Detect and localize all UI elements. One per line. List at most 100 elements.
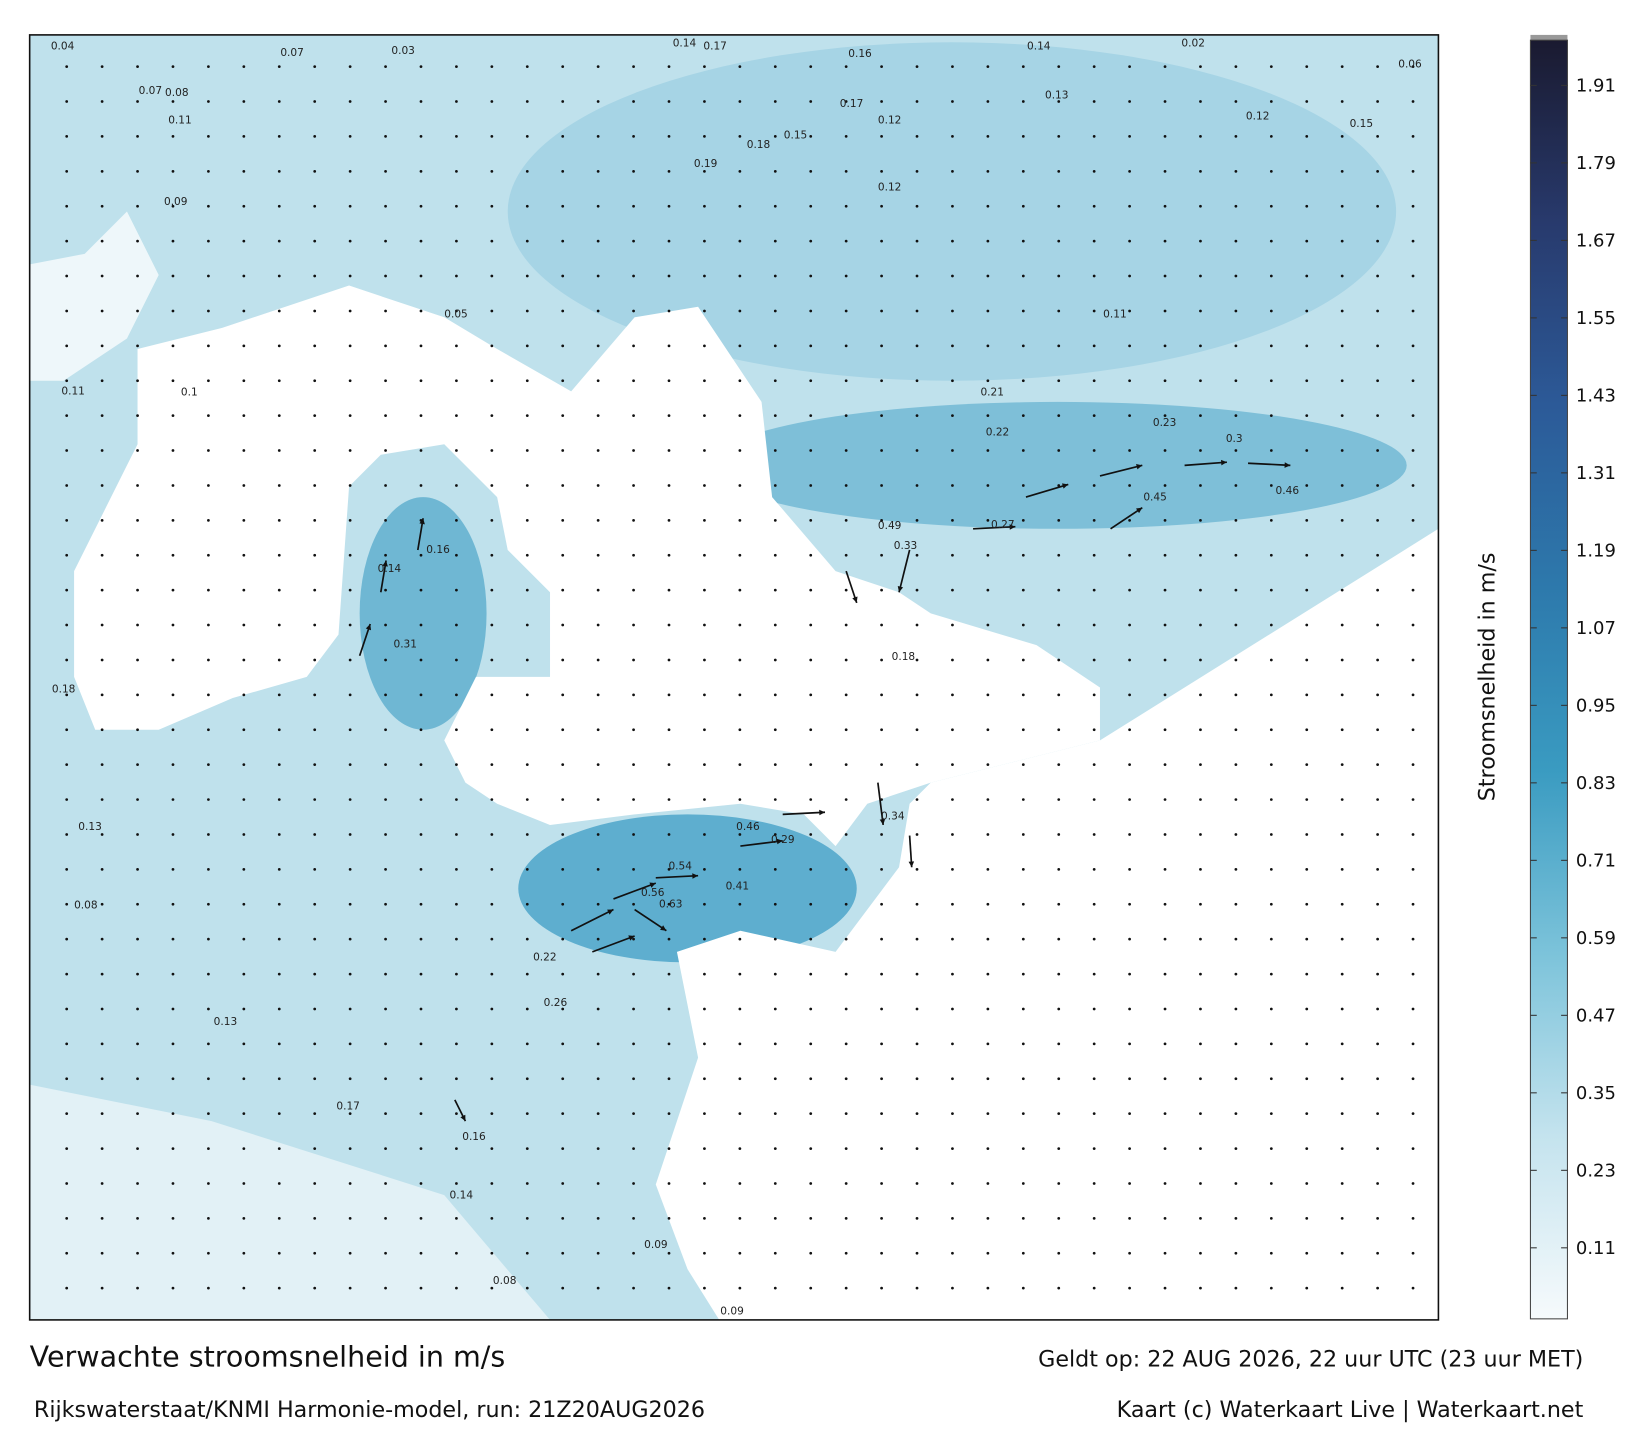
current-value: 0.16: [426, 544, 450, 556]
grid-dot: [667, 658, 671, 662]
grid-dot: [171, 1217, 175, 1220]
grid-dot: [667, 100, 671, 103]
grid-dot: [915, 763, 919, 767]
grid-dot: [1305, 1007, 1309, 1011]
grid-dot: [313, 1077, 317, 1081]
grid-dot: [1411, 1077, 1415, 1081]
grid-dot: [632, 518, 635, 522]
grid-dot: [596, 100, 600, 103]
grid-dot: [561, 518, 565, 522]
grid-dot: [1092, 169, 1096, 173]
grid-dot: [277, 553, 281, 557]
current-value: 0.46: [736, 821, 760, 833]
grid-dot: [1092, 239, 1096, 243]
grid-dot: [242, 100, 246, 103]
grid-dot: [880, 553, 883, 557]
grid-dot: [951, 1182, 954, 1185]
grid-dot: [207, 728, 210, 732]
grid-dot: [1092, 135, 1096, 138]
grid-dot: [809, 135, 813, 138]
grid-dot: [1021, 484, 1025, 487]
grid-dot: [1340, 518, 1344, 522]
grid-dot: [1305, 379, 1309, 383]
grid-dot: [1163, 1147, 1167, 1150]
current-value: 0.31: [393, 638, 417, 650]
current-value: 0.13: [78, 821, 102, 833]
grid-dot: [100, 763, 104, 767]
grid-dot: [100, 1217, 104, 1220]
grid-dot: [348, 414, 352, 418]
grid-dot: [1057, 1007, 1061, 1011]
current-value: 0.23: [1153, 417, 1177, 429]
grid-dot: [384, 414, 387, 418]
grid-dot: [136, 1077, 139, 1081]
grid-dot: [809, 1077, 813, 1081]
grid-dot: [844, 972, 848, 976]
grid-dot: [490, 867, 494, 871]
grid-dot: [632, 588, 635, 592]
grid-dot: [703, 274, 706, 278]
grid-dot: [1305, 798, 1309, 801]
grid-dot: [419, 658, 423, 662]
grid-dot: [915, 728, 919, 732]
grid-dot: [136, 623, 139, 627]
grid-dot: [1163, 518, 1167, 522]
grid-dot: [880, 379, 883, 383]
grid-dot: [1376, 379, 1379, 383]
grid-dot: [136, 1007, 139, 1011]
grid-dot: [419, 484, 423, 487]
grid-dot: [667, 1077, 671, 1081]
colorbar-tick-label: 0.35: [1576, 1083, 1616, 1104]
grid-dot: [1340, 833, 1344, 836]
grid-dot: [1163, 204, 1167, 208]
grid-dot: [242, 553, 246, 557]
grid-dot: [277, 658, 281, 662]
grid-dot: [348, 1112, 352, 1116]
grid-dot: [809, 833, 813, 836]
grid-dot: [986, 833, 990, 836]
grid-dot: [880, 449, 883, 452]
grid-dot: [880, 1217, 883, 1220]
grid-dot: [1340, 274, 1344, 278]
grid-dot: [773, 553, 777, 557]
grid-dot: [561, 449, 565, 452]
grid-dot: [1376, 623, 1379, 627]
grid-dot: [986, 937, 990, 941]
grid-dot: [419, 204, 423, 208]
grid-dot: [207, 274, 210, 278]
grid-dot: [1092, 937, 1096, 941]
map-frame: [28, 34, 1440, 1321]
grid-dot: [455, 65, 458, 69]
grid-dot: [1340, 972, 1344, 976]
grid-dot: [809, 693, 813, 697]
colorbar-tick-label: 1.55: [1576, 308, 1616, 329]
grid-dot: [561, 623, 565, 627]
colorbar-tick-label: 1.19: [1576, 541, 1616, 562]
grid-dot: [703, 902, 706, 906]
grid-dot: [525, 1286, 529, 1290]
grid-dot: [525, 588, 529, 592]
grid-dot: [1376, 204, 1379, 208]
grid-dot: [632, 169, 635, 173]
grid-dot: [951, 728, 954, 732]
grid-dot: [207, 1251, 210, 1255]
grid-dot: [1021, 1147, 1025, 1150]
grid-dot: [1021, 1217, 1025, 1220]
grid-dot: [951, 379, 954, 383]
grid-dot: [880, 1112, 883, 1116]
grid-dot: [1269, 1147, 1273, 1150]
grid-dot: [277, 379, 281, 383]
grid-dot: [1340, 484, 1344, 487]
grid-dot: [773, 449, 777, 452]
grid-dot: [1021, 344, 1025, 348]
value-labels: 0.040.07 0.030.14 0.170.160.14 0.020.060.07…: [51, 38, 1422, 1318]
grid-dot: [1199, 135, 1202, 138]
grid-dot: [561, 937, 565, 941]
grid-dot: [348, 1042, 352, 1046]
grid-dot: [773, 833, 777, 836]
current-value: 0.14: [673, 38, 697, 50]
grid-dot: [65, 379, 69, 383]
grid-dot: [915, 1077, 919, 1081]
grid-dot: [1057, 1147, 1061, 1150]
grid-dot: [65, 867, 69, 871]
